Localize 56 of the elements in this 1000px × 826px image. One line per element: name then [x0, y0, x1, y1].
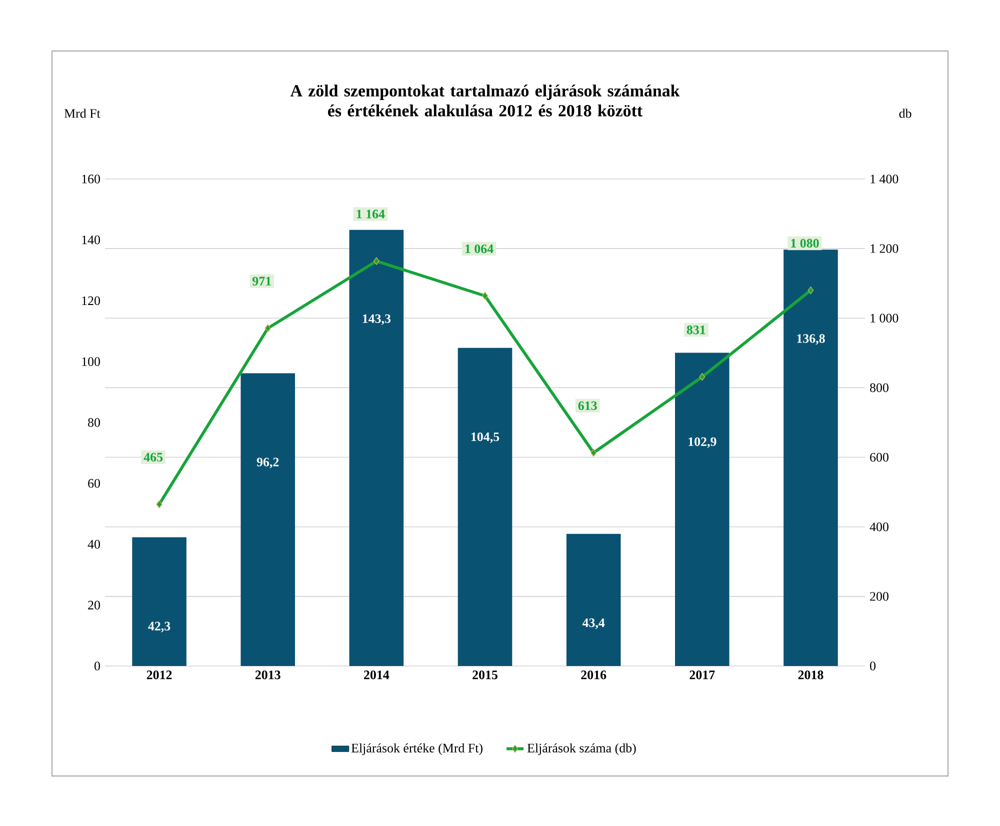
- x-tick-label: 2018: [798, 670, 824, 680]
- bar: [566, 534, 621, 666]
- data-label: 102,9: [688, 437, 716, 448]
- y2-tick-label: 1 400: [870, 174, 898, 184]
- y2-tick-label: 1 000: [870, 314, 898, 323]
- y-tick-label: 80: [88, 418, 100, 427]
- x-tick-label: 2017: [690, 670, 715, 680]
- y2-axis-title: db: [899, 108, 912, 118]
- data-label: 831: [686, 325, 706, 334]
- x-tick-label: 2012: [146, 670, 172, 680]
- data-label: 971: [252, 276, 271, 286]
- x-tick-label: 2013: [255, 670, 280, 680]
- y2-tick-label: 0: [870, 662, 876, 670]
- y-tick-label: 160: [82, 174, 100, 184]
- bar: [349, 230, 404, 666]
- data-label: 43,4: [582, 618, 605, 629]
- chart-title: A zöld szempontokat tartalmazó eljárások számának és értékének alakulása 2012 és 2018 között: [290, 84, 680, 116]
- data-label: 613: [578, 401, 597, 410]
- bar: [132, 537, 186, 666]
- data-label: 96,2: [256, 458, 279, 468]
- y2-tick-label: 800: [870, 383, 888, 392]
- legend-label: Eljárások értéke (Mrd Ft): [351, 743, 482, 756]
- y-tick-label: 100: [82, 357, 100, 366]
- x-tick-label: 2015: [472, 670, 498, 680]
- point: [699, 373, 706, 381]
- y-tick-label: 0: [94, 662, 100, 670]
- data-label: 1 164: [356, 210, 385, 218]
- y-tick-label: 40: [88, 540, 100, 549]
- bar: [675, 352, 730, 666]
- x-tick-label: 2014: [364, 670, 390, 680]
- data-label: 143,3: [362, 314, 391, 325]
- y-tick-label: 20: [88, 600, 100, 610]
- data-label: 465: [144, 452, 163, 462]
- point: [264, 324, 271, 332]
- y-tick-label: 120: [82, 296, 100, 306]
- point: [156, 500, 162, 508]
- y-tick-label: 60: [88, 479, 100, 488]
- y-axis-title: Mrd Ft: [64, 108, 100, 118]
- point: [808, 286, 814, 294]
- data-label: 104,5: [471, 432, 500, 444]
- y2-tick-label: 1 200: [870, 244, 898, 253]
- data-label: 1 080: [791, 238, 819, 248]
- y2-tick-label: 400: [870, 522, 888, 532]
- bar: [240, 373, 296, 666]
- y2-tick-label: 600: [870, 452, 888, 462]
- point: [590, 448, 597, 457]
- point: [373, 257, 380, 265]
- data-label: 1 064: [465, 244, 494, 254]
- y-tick-label: 140: [82, 236, 100, 244]
- x-tick-label: 2016: [581, 670, 606, 680]
- data-label: 42,3: [148, 622, 170, 632]
- data-label: 136,8: [797, 334, 825, 345]
- y2-tick-label: 200: [870, 592, 888, 601]
- legend-label: Eljárások száma (db): [527, 743, 636, 756]
- bar: [458, 348, 512, 666]
- point: [482, 292, 488, 300]
